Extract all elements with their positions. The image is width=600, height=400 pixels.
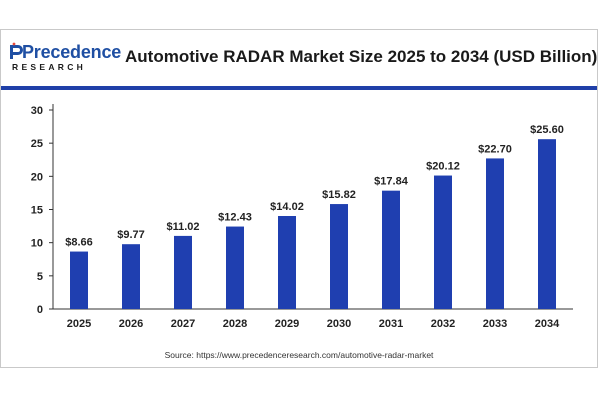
x-tick-label: 2025 (67, 318, 91, 330)
header-divider (1, 86, 597, 90)
x-tick-label: 2031 (379, 318, 403, 330)
y-tick-label: 0 (37, 304, 43, 316)
x-tick-label: 2030 (327, 318, 351, 330)
bar-data-label: $20.12 (426, 161, 460, 173)
chart-title: Automotive RADAR Market Size 2025 to 203… (125, 47, 598, 66)
x-tick-label: 2032 (431, 318, 455, 330)
bar (486, 158, 504, 309)
bar (330, 204, 348, 309)
x-tick-label: 2027 (171, 318, 195, 330)
x-tick-label: 2034 (535, 318, 560, 330)
bar-data-label: $14.02 (270, 201, 304, 213)
brand-logo: Precedence RESEARCH (9, 42, 121, 74)
bar (434, 175, 452, 309)
bar (278, 216, 296, 309)
bar (122, 244, 140, 309)
bar (226, 226, 244, 309)
bar-data-label: $15.82 (322, 189, 356, 201)
x-tick-label: 2026 (119, 318, 143, 330)
chart-header: Precedence RESEARCH Automotive RADAR Mar… (1, 30, 597, 86)
bar-chart: 051015202530$8.662025$9.772026$11.022027… (31, 104, 573, 330)
bar-data-label: $8.66 (65, 237, 93, 249)
bar-data-label: $22.70 (478, 143, 512, 155)
bar (382, 190, 400, 309)
y-tick-label: 20 (31, 171, 43, 183)
y-tick-label: 15 (31, 205, 43, 217)
y-tick-label: 10 (31, 238, 43, 250)
x-tick-label: 2029 (275, 318, 299, 330)
x-tick-label: 2028 (223, 318, 247, 330)
bar-data-label: $25.60 (530, 124, 564, 136)
chart-frame: Precedence RESEARCH Automotive RADAR Mar… (0, 29, 598, 368)
bar-data-label: $11.02 (166, 221, 199, 233)
source-note: Source: https://www.precedenceresearch.c… (164, 350, 434, 360)
bar (538, 139, 556, 309)
logo-wordmark: Precedence (22, 42, 122, 62)
y-tick-label: 30 (31, 105, 43, 117)
logo-subtitle: RESEARCH (12, 62, 87, 72)
x-tick-label: 2033 (483, 318, 507, 330)
bar-data-label: $17.84 (374, 176, 409, 188)
y-tick-label: 5 (37, 271, 43, 283)
y-tick-label: 25 (31, 138, 43, 150)
bar (174, 235, 192, 309)
bar (70, 251, 88, 309)
logo-p-mark-icon (10, 42, 23, 59)
bar-data-label: $12.43 (218, 212, 252, 224)
bar-data-label: $9.77 (117, 229, 145, 241)
